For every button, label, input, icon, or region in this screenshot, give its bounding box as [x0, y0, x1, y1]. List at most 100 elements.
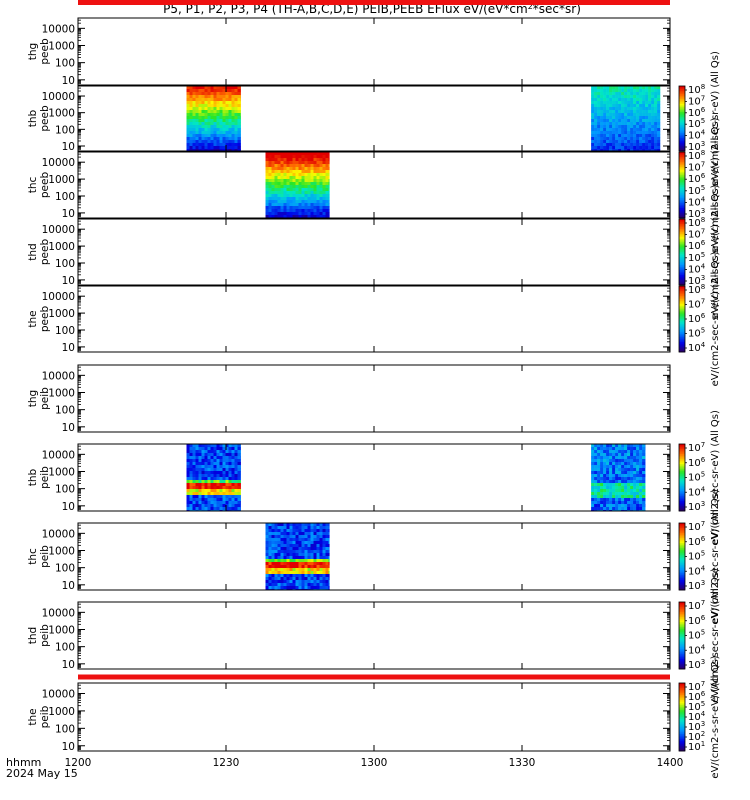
spectrogram-cell — [322, 535, 326, 539]
spectrogram-cell — [204, 146, 208, 150]
spectrogram-cell — [319, 167, 323, 171]
spectrogram-cell — [292, 188, 296, 192]
spectrogram-cell — [204, 471, 208, 475]
spectrogram-cell — [201, 149, 205, 151]
spectrogram-cell — [189, 95, 193, 99]
spectrogram-cell — [597, 498, 601, 502]
spectrogram-cell — [268, 538, 272, 542]
figure-title: P5, P1, P2, P3, P4 (TH-A,B,C,D,E) PEIB,P… — [163, 2, 581, 16]
spectrogram-cell — [648, 137, 652, 141]
spectrogram-cell — [219, 137, 223, 141]
spectrogram-cell — [292, 559, 296, 563]
spectrogram-cell — [213, 122, 217, 126]
spectrogram-cell — [591, 107, 595, 111]
spectrogram-cell — [219, 95, 223, 99]
spectrogram-cell — [642, 140, 646, 144]
spectrogram-cell — [207, 92, 211, 96]
spectrogram-cell — [615, 140, 619, 144]
spectrogram-cell — [597, 486, 601, 490]
spectrogram-cell — [624, 137, 628, 141]
spectrogram-cell — [657, 140, 661, 144]
colorbar-gradient-slice — [679, 309, 685, 312]
spectrogram-cell — [216, 468, 220, 472]
colorbar-gradient-slice — [679, 734, 685, 737]
spectrogram-cell — [609, 480, 613, 484]
spectrogram-cell — [234, 149, 238, 151]
spectrogram-cell — [615, 110, 619, 114]
spectrogram-cell — [630, 504, 634, 508]
spectrogram-cell — [216, 453, 220, 457]
spectrogram-cell — [280, 167, 284, 171]
spectrogram-cell — [313, 529, 317, 533]
spectrogram-cell — [231, 474, 235, 478]
spectrogram-cell — [265, 206, 269, 210]
y-tick-label: 1000 — [48, 41, 75, 53]
spectrogram-cell — [277, 577, 281, 581]
spectrogram-cell — [322, 529, 326, 533]
spectrogram-cell — [633, 498, 637, 502]
spectrogram-cell — [234, 459, 238, 463]
spectrogram-cell — [198, 465, 202, 469]
spectrogram-cell — [642, 95, 646, 99]
spectrogram-cell — [612, 92, 616, 96]
spectrogram-cell — [265, 544, 269, 548]
spectrogram-cell — [624, 477, 628, 481]
spectrogram-cell — [198, 107, 202, 111]
colorbar-tick-label: 107 — [688, 520, 705, 533]
spectrogram-cell — [627, 110, 631, 114]
colorbar-tick-label: 106 — [688, 106, 706, 119]
spectrogram-cell — [231, 492, 235, 496]
spectrogram-cell — [286, 532, 290, 536]
spectrogram-cell — [325, 556, 329, 560]
colorbar-gradient-slice — [679, 445, 685, 448]
spectrogram-cell — [201, 498, 205, 502]
spectrogram-cell — [231, 450, 235, 454]
spectrogram-cell — [612, 110, 616, 114]
colorbar-gradient-slice — [679, 711, 685, 714]
spectrogram-cell — [286, 526, 290, 530]
y-tick-label: 10 — [62, 659, 75, 671]
spectrogram-cell — [319, 164, 323, 168]
spectrogram-cell — [280, 535, 284, 539]
spectrogram-cell — [307, 547, 311, 551]
spectrogram-cell — [609, 444, 613, 448]
spectrogram-cell — [645, 101, 649, 105]
colorbar-gradient-slice — [679, 158, 685, 161]
colorbar-gradient-slice — [679, 505, 685, 509]
colorbar-gradient-slice — [679, 581, 685, 584]
spectrogram-cell — [612, 507, 616, 511]
colorbar-gradient-slice — [679, 499, 685, 502]
spectrogram-cell — [307, 529, 311, 533]
y-tick-label: 10000 — [42, 449, 75, 461]
colorbar-gradient-slice — [679, 450, 685, 453]
spectrogram-cell — [195, 92, 199, 96]
spectrogram-cell — [606, 498, 610, 502]
spectrogram-cell — [292, 547, 296, 551]
spectrogram-cell — [189, 101, 193, 105]
spectrogram-cell — [295, 538, 299, 542]
spectrogram-cell — [621, 128, 625, 132]
colorbar-tick-label: 104 — [688, 262, 706, 275]
colorbar-gradient-slice — [679, 470, 685, 473]
spectrogram-cell — [228, 143, 232, 147]
spectrogram-cell — [274, 152, 278, 156]
spectrogram-cell — [298, 529, 302, 533]
spectrogram-cell — [204, 495, 208, 499]
spectrogram-cell — [642, 477, 646, 481]
spectrogram-cell — [210, 86, 214, 90]
spectrogram-cell — [606, 489, 610, 493]
colorbar-gradient-slice — [679, 347, 685, 350]
spectrogram-cell — [594, 146, 598, 150]
spectrogram-cell — [301, 173, 305, 177]
spectrogram-cell — [268, 155, 272, 159]
spectrogram-cell — [615, 453, 619, 457]
spectrogram-cell — [624, 101, 628, 105]
spectrogram-cell — [289, 529, 293, 533]
spectrogram-cell — [633, 477, 637, 481]
colorbar-gradient-slice — [679, 524, 685, 527]
spectrogram-cell — [216, 128, 220, 132]
spectrogram-cell — [225, 474, 229, 478]
spectrogram-cell — [231, 104, 235, 108]
spectrogram-cell — [268, 571, 272, 575]
spectrogram-cell — [310, 206, 314, 210]
